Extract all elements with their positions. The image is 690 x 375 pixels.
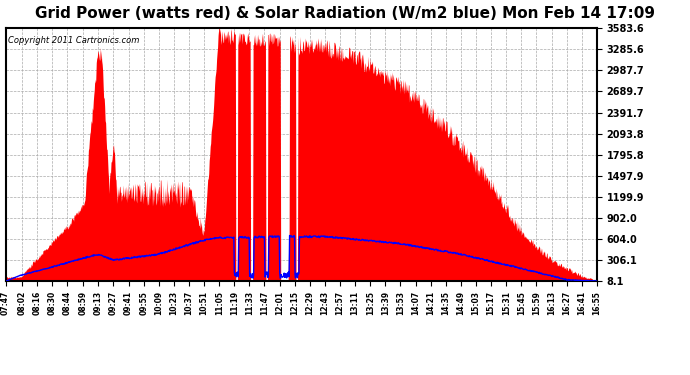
Text: Copyright 2011 Cartronics.com: Copyright 2011 Cartronics.com <box>8 36 140 45</box>
Text: Grid Power (watts red) & Solar Radiation (W/m2 blue) Mon Feb 14 17:09: Grid Power (watts red) & Solar Radiation… <box>35 6 655 21</box>
